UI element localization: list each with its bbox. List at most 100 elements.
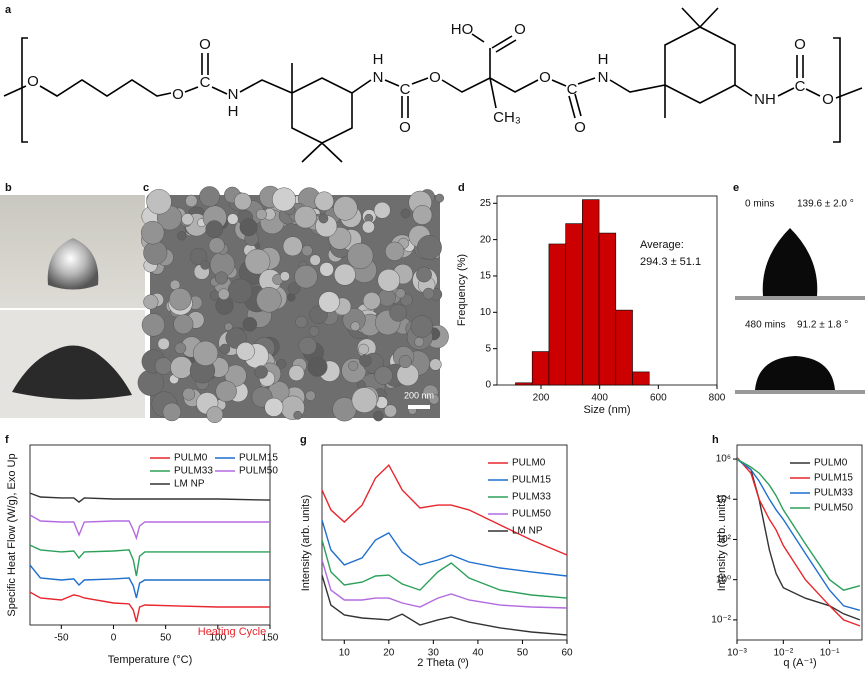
grain xyxy=(205,220,224,238)
grain xyxy=(199,186,220,207)
legend-label: PULM33 xyxy=(174,466,213,477)
grain xyxy=(385,241,405,261)
grain xyxy=(307,356,328,377)
atom: H xyxy=(228,103,239,120)
annotation: 294.3 ± 51.1 xyxy=(640,256,701,268)
grain xyxy=(318,291,340,313)
grain xyxy=(287,282,301,295)
y-tick-label: 20 xyxy=(480,234,492,245)
legend-label: PULM50 xyxy=(512,509,551,520)
grain xyxy=(219,343,231,355)
y-tick-label: 0 xyxy=(485,380,491,391)
angle: 139.6 ± 2.0 ° xyxy=(797,199,854,210)
grain xyxy=(412,205,433,225)
scale-bar xyxy=(408,405,430,409)
bar xyxy=(615,309,633,386)
legend-label: PULM15 xyxy=(814,473,853,484)
grain xyxy=(373,410,384,422)
time: 0 mins xyxy=(745,199,774,210)
grain xyxy=(383,404,397,418)
atom: C xyxy=(400,81,411,98)
y-axis-label: Frequency (%) xyxy=(456,254,468,326)
plot-frame xyxy=(29,444,271,626)
series-line xyxy=(322,539,567,599)
atom: N xyxy=(228,86,239,103)
grain xyxy=(192,340,219,366)
legend-label: PULM0 xyxy=(814,458,848,469)
x-tick-label: 200 xyxy=(533,393,550,404)
series-line xyxy=(322,463,567,556)
grain xyxy=(224,364,247,387)
legend-label: PULM15 xyxy=(512,475,551,486)
x-axis-label: q (A⁻¹) xyxy=(783,657,816,669)
grain xyxy=(389,303,408,322)
atom: O xyxy=(399,119,411,136)
grain xyxy=(276,358,287,369)
annotation: Heating Cycle xyxy=(198,626,266,638)
structure xyxy=(3,7,863,163)
grain xyxy=(143,240,168,265)
grain xyxy=(154,357,173,375)
x-tick-label: 50 xyxy=(160,633,172,644)
grain xyxy=(416,266,432,283)
grain xyxy=(414,337,425,347)
grain xyxy=(141,220,165,245)
grain xyxy=(301,245,313,257)
series-line xyxy=(737,457,861,627)
x-axis-label: Size (nm) xyxy=(583,404,630,416)
y-axis-label: Intensity (arb. units) xyxy=(300,495,312,592)
metal-drop xyxy=(47,238,99,290)
atom: CH₃ xyxy=(493,109,521,126)
atom: H xyxy=(598,51,609,68)
bar xyxy=(598,232,617,386)
grain xyxy=(141,313,165,337)
grain xyxy=(294,264,318,289)
series-line xyxy=(30,514,270,541)
y-tick-label: 25 xyxy=(480,198,492,209)
grain xyxy=(378,288,396,307)
bonds xyxy=(3,7,863,163)
y-axis-label: Intensity (arb. units) xyxy=(716,495,728,592)
grain xyxy=(234,192,252,211)
legend-label: PULM0 xyxy=(174,453,208,464)
grain xyxy=(293,410,303,420)
x-tick-label: 0 xyxy=(111,633,117,644)
x-tick-label: 10⁻² xyxy=(773,648,793,659)
grain xyxy=(157,337,170,351)
x-tick-label: 60 xyxy=(561,648,573,659)
grain xyxy=(206,406,224,424)
series-line xyxy=(322,559,567,609)
sem-image: 200 nm xyxy=(137,185,449,424)
panel-label: a xyxy=(5,4,12,16)
x-tick-label: 10⁻³ xyxy=(727,648,747,659)
grain xyxy=(347,242,374,270)
grain xyxy=(214,271,228,285)
x-tick-label: 10⁻¹ xyxy=(820,648,840,659)
y-tick-label: 10² xyxy=(717,534,732,545)
grain xyxy=(435,193,445,203)
grain xyxy=(242,316,258,332)
atom: O xyxy=(574,119,586,136)
series-line xyxy=(322,519,567,577)
annotation: Average: xyxy=(640,239,684,251)
grain xyxy=(319,262,334,277)
atom: C xyxy=(795,78,806,95)
grain xyxy=(314,191,334,211)
grain xyxy=(227,213,239,225)
grain xyxy=(422,287,435,300)
powder xyxy=(12,345,132,400)
atom: NH xyxy=(754,91,776,108)
y-tick-label: 15 xyxy=(480,271,492,282)
series-line xyxy=(737,458,861,611)
x-tick-label: 400 xyxy=(591,393,608,404)
grain xyxy=(182,387,196,401)
grain xyxy=(362,220,375,234)
grain xyxy=(298,336,317,355)
grain xyxy=(410,315,433,338)
bar xyxy=(548,243,566,386)
grain xyxy=(358,343,370,355)
bar xyxy=(565,223,583,386)
contact-angle: 0 mins 139.6 ± 2.0 ° 480 mins 91.2 ± 1.8… xyxy=(735,199,865,394)
grain xyxy=(282,236,303,257)
atom: O xyxy=(822,91,834,108)
